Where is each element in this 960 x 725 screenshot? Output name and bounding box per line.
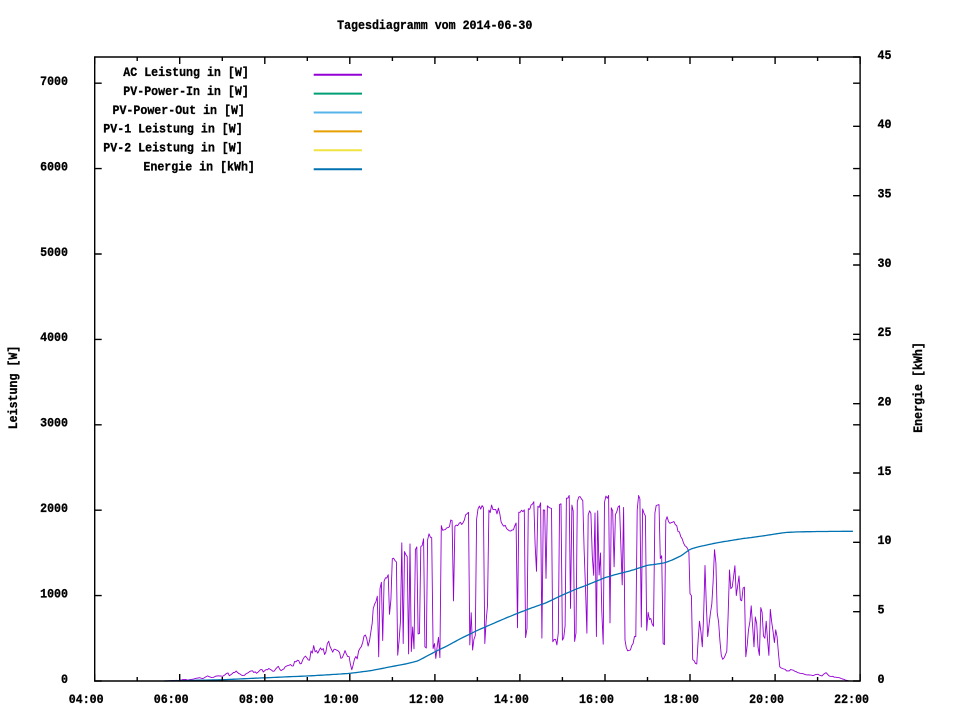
- svg-text:10:00: 10:00: [324, 692, 359, 707]
- svg-text:30: 30: [878, 256, 892, 271]
- svg-text:45: 45: [878, 48, 892, 63]
- svg-text:Energie in [kWh]: Energie in [kWh]: [143, 160, 255, 175]
- svg-text:PV-1 Leistung in [W]: PV-1 Leistung in [W]: [103, 122, 242, 137]
- svg-text:0: 0: [61, 672, 68, 687]
- svg-text:20:00: 20:00: [749, 692, 784, 707]
- svg-text:08:00: 08:00: [239, 692, 274, 707]
- svg-text:14:00: 14:00: [494, 692, 529, 707]
- svg-text:5: 5: [878, 603, 885, 618]
- svg-text:22:00: 22:00: [834, 692, 869, 707]
- svg-text:18:00: 18:00: [664, 692, 699, 707]
- svg-text:06:00: 06:00: [154, 692, 189, 707]
- svg-text:35: 35: [878, 187, 892, 202]
- svg-text:6000: 6000: [40, 159, 68, 174]
- svg-text:20: 20: [878, 395, 892, 410]
- svg-text:10: 10: [878, 533, 892, 548]
- svg-text:16:00: 16:00: [579, 692, 614, 707]
- svg-text:7000: 7000: [40, 74, 68, 89]
- svg-text:5000: 5000: [40, 245, 68, 260]
- svg-text:04:00: 04:00: [69, 692, 104, 707]
- svg-text:25: 25: [878, 325, 892, 340]
- svg-text:15: 15: [878, 464, 892, 479]
- svg-text:0: 0: [878, 672, 885, 687]
- svg-text:2000: 2000: [40, 501, 68, 516]
- svg-text:12:00: 12:00: [409, 692, 444, 707]
- svg-text:PV-2 Leistung in [W]: PV-2 Leistung in [W]: [103, 141, 242, 156]
- svg-text:1000: 1000: [40, 586, 68, 601]
- svg-text:4000: 4000: [40, 330, 68, 345]
- svg-text:Leistung [W]: Leistung [W]: [6, 346, 21, 430]
- svg-text:40: 40: [878, 117, 892, 132]
- svg-text:AC Leistung in [W]: AC Leistung in [W]: [123, 65, 249, 80]
- svg-text:PV-Power-In in [W]: PV-Power-In in [W]: [123, 84, 249, 99]
- svg-text:Energie [kWh]: Energie [kWh]: [911, 342, 926, 433]
- svg-text:3000: 3000: [40, 416, 68, 431]
- svg-text:PV-Power-Out in [W]: PV-Power-Out in [W]: [113, 103, 245, 118]
- svg-text:Tagesdiagramm vom 2014-06-30: Tagesdiagramm vom 2014-06-30: [337, 18, 532, 33]
